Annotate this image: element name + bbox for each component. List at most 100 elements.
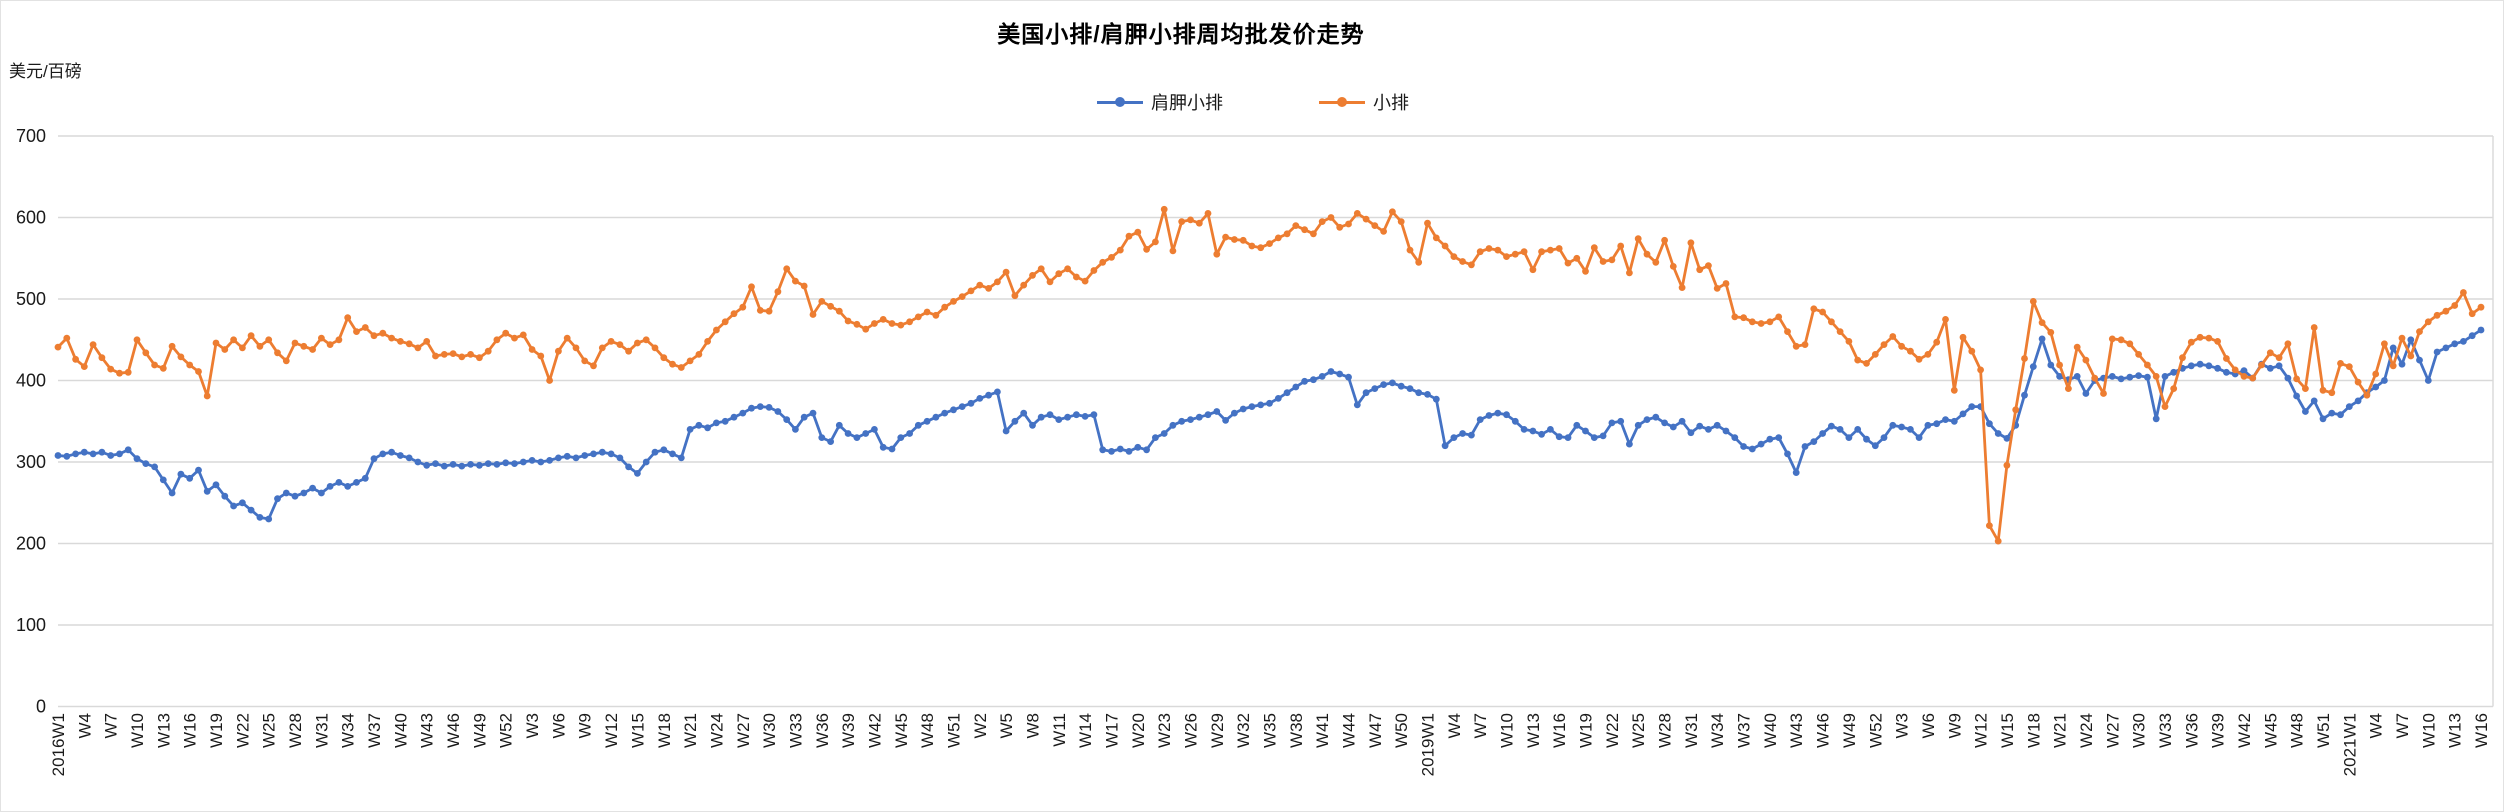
data-point (1090, 267, 1098, 274)
data-point (2381, 377, 2388, 384)
data-point (783, 416, 791, 423)
data-point (309, 346, 316, 353)
data-point (1476, 248, 1484, 256)
x-tick-label: W10 (2419, 713, 2438, 748)
data-point (2021, 355, 2028, 362)
data-point (1775, 434, 1783, 441)
data-point (1108, 448, 1115, 455)
data-point (2302, 408, 2309, 415)
data-point (318, 334, 325, 342)
x-tick-label: W8 (1023, 713, 1042, 739)
data-point (590, 362, 597, 370)
data-point (634, 339, 641, 347)
data-point (1555, 433, 1563, 441)
data-point (1327, 368, 1335, 375)
data-point (159, 364, 167, 372)
data-point (2056, 373, 2064, 380)
data-point (449, 461, 457, 468)
data-point (932, 311, 940, 319)
data-point (1292, 383, 1300, 391)
data-point (783, 265, 791, 273)
data-point (677, 364, 685, 371)
x-tick-label: W33 (2156, 713, 2175, 748)
data-point (1494, 246, 1502, 254)
x-tick-label: W16 (2472, 713, 2491, 748)
data-point (2337, 411, 2344, 419)
data-point (642, 336, 650, 344)
data-point (1099, 446, 1107, 454)
x-tick-label: W46 (444, 713, 463, 748)
x-tick-label: W15 (628, 713, 647, 748)
x-tick-label: W42 (865, 713, 884, 748)
data-point (133, 455, 141, 463)
data-point (1160, 205, 1168, 213)
data-point (2328, 409, 2336, 417)
x-tick-label: W3 (523, 713, 542, 739)
data-point (1432, 395, 1440, 403)
data-point (1195, 219, 1203, 227)
y-axis-unit-label: 美元/百磅 (9, 62, 82, 81)
data-point (914, 421, 922, 429)
data-point (168, 342, 176, 350)
data-point (1441, 242, 1449, 250)
data-point (1476, 416, 1484, 423)
x-tick-label: W28 (1656, 713, 1675, 748)
data-point (2029, 298, 2037, 305)
data-point (818, 298, 826, 305)
data-point (1257, 401, 1265, 409)
data-point (397, 452, 404, 459)
data-point (1310, 230, 1317, 238)
data-point (1845, 434, 1853, 441)
x-tick-label: W19 (207, 713, 226, 748)
x-tick-label: W30 (2130, 713, 2149, 748)
x-tick-label: W7 (2393, 713, 2412, 739)
data-point (186, 361, 194, 369)
data-point (1222, 233, 1229, 241)
data-point (282, 357, 290, 365)
data-point (1652, 413, 1660, 421)
data-point (1889, 421, 1897, 429)
data-point (1766, 318, 1774, 326)
data-point (2398, 334, 2406, 342)
data-point (2293, 375, 2301, 383)
data-point (1432, 234, 1440, 242)
data-point (1907, 426, 1914, 433)
data-point (2179, 354, 2186, 362)
data-point (748, 283, 755, 291)
y-tick-label: 200 (16, 534, 46, 554)
data-point (1116, 445, 1124, 453)
x-tick-label: W21 (681, 713, 700, 748)
data-point (2381, 340, 2388, 348)
data-point (528, 346, 536, 353)
data-point (1880, 434, 1888, 441)
data-point (2205, 362, 2213, 370)
x-tick-label: W27 (734, 713, 753, 748)
data-point (2056, 361, 2064, 369)
data-point (1415, 389, 1423, 397)
data-point (2424, 377, 2432, 384)
data-point (397, 338, 404, 345)
data-point (484, 460, 492, 467)
x-tick-label: W36 (813, 713, 832, 748)
data-point (1503, 411, 1510, 419)
data-point (2144, 373, 2151, 381)
data-point (1152, 434, 1159, 441)
data-point (669, 450, 676, 458)
data-point (792, 277, 799, 285)
data-point (1283, 389, 1291, 397)
data-point (1687, 239, 1695, 247)
data-point (1134, 228, 1142, 236)
data-point (2047, 329, 2055, 336)
data-point (449, 350, 457, 357)
data-point (519, 458, 527, 466)
data-point (660, 354, 668, 362)
data-point (756, 403, 764, 410)
data-point (335, 479, 343, 486)
data-point (1748, 318, 1756, 326)
data-point (1573, 421, 1581, 429)
data-point (1775, 313, 1783, 321)
x-tick-label: W41 (1313, 713, 1332, 748)
data-point (721, 417, 729, 425)
series-rib (54, 205, 2485, 545)
data-point (1942, 316, 1949, 323)
